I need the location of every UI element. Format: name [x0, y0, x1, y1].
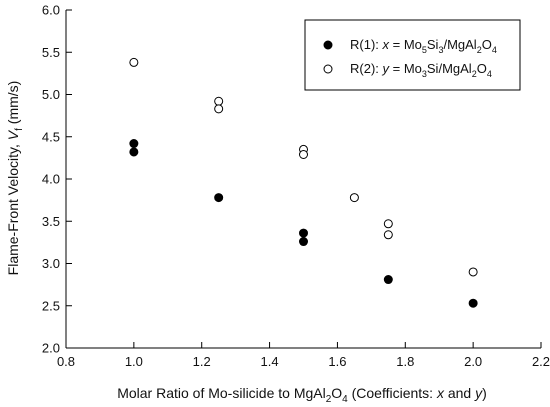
- legend-label-r2: R(2): y = Mo3Si/MgAl2O4: [350, 61, 492, 79]
- x-axis-title: Molar Ratio of Mo-silicide to MgAl2O4 (C…: [117, 385, 487, 405]
- ticks: 0.8 1.0 1.2 1.4 1.6 1.8 2.0 2.2 2.0 2.5 3.0 3.5 4.0 4…: [42, 3, 550, 370]
- x-tick-label: 0.8: [57, 354, 75, 369]
- x-tick-label: 1.0: [125, 354, 143, 369]
- y-tick-label: 4.5: [42, 129, 60, 144]
- data-point-r1: [129, 147, 139, 157]
- y-tick-label: 5.0: [42, 87, 60, 102]
- data-point-r1: [468, 298, 478, 308]
- data-point-r2: [129, 57, 139, 67]
- y-tick-label: 2.0: [42, 341, 60, 356]
- legend-box: [304, 19, 521, 91]
- y-tick-label: 5.5: [42, 45, 60, 60]
- y-tick-label: 4.0: [42, 172, 60, 187]
- legend-marker-r1: [323, 40, 333, 50]
- data-point-r1: [299, 237, 308, 247]
- data-point-r2: [214, 104, 224, 114]
- data-points: [129, 57, 478, 308]
- data-point-r2: [214, 96, 224, 106]
- y-tick-label: 3.0: [42, 256, 60, 271]
- legend-label-r1: R(1): x = Mo5Si3/MgAl2O4: [350, 37, 497, 55]
- y-tick-label: 6.0: [42, 3, 60, 18]
- x-tick-label: 1.4: [261, 354, 279, 369]
- y-axis-title: Flame-Front Velocity, Vf (mm/s): [5, 81, 25, 276]
- data-point-r2: [383, 230, 393, 240]
- data-point-r1: [383, 275, 393, 285]
- data-point-r2: [299, 149, 308, 159]
- x-tick-label: 1.8: [396, 354, 414, 369]
- data-point-r1: [299, 228, 308, 238]
- y-tick-label: 3.5: [42, 214, 60, 229]
- y-tick-label: 2.5: [42, 298, 60, 313]
- data-point-r1: [129, 139, 139, 149]
- data-point-r1: [214, 193, 224, 203]
- x-tick-label: 1.2: [193, 354, 211, 369]
- x-tick-label: 1.6: [328, 354, 346, 369]
- legend: R(1): x = Mo5Si3/MgAl2O4 R(2): y = Mo3Si…: [304, 19, 521, 91]
- x-tick-label: 2.0: [464, 354, 482, 369]
- data-point-r2: [349, 193, 359, 203]
- data-point-r2: [468, 267, 478, 277]
- x-tick-label: 2.2: [532, 354, 550, 369]
- legend-marker-r2: [323, 64, 333, 74]
- data-point-r2: [383, 219, 393, 229]
